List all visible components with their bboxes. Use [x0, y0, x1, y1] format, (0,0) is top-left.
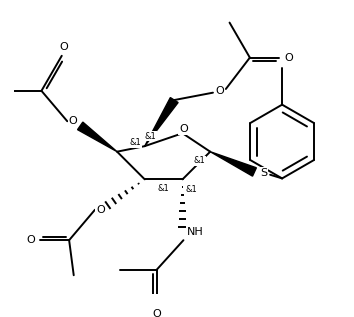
Text: O: O — [152, 309, 161, 317]
Polygon shape — [145, 98, 178, 146]
Text: &1: &1 — [157, 184, 169, 193]
Text: NH: NH — [187, 227, 204, 237]
Polygon shape — [210, 152, 256, 176]
Text: &1: &1 — [130, 138, 141, 147]
Text: O: O — [284, 53, 293, 63]
Polygon shape — [78, 122, 117, 152]
Text: S: S — [260, 168, 267, 178]
Text: &1: &1 — [144, 132, 156, 140]
Text: O: O — [215, 86, 224, 96]
Text: O: O — [59, 42, 68, 52]
Text: O: O — [26, 235, 35, 245]
Text: O: O — [68, 116, 77, 126]
Text: O: O — [179, 124, 188, 134]
Text: &1: &1 — [193, 156, 205, 165]
Text: O: O — [96, 205, 105, 215]
Text: &1: &1 — [186, 185, 198, 194]
